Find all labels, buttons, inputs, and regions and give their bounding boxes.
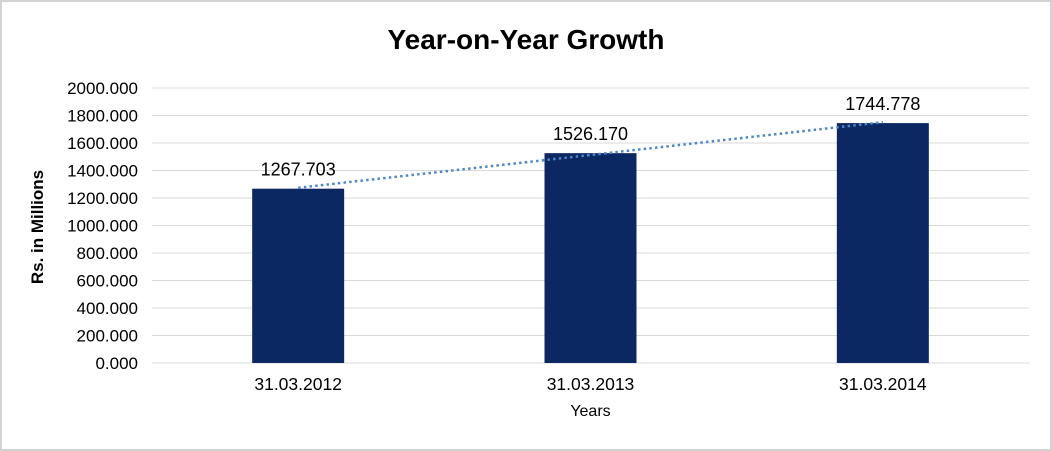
y-tick-label: 1800.000 — [67, 107, 138, 126]
x-axis-title: Years — [570, 403, 611, 420]
y-tick-label: 1000.000 — [67, 217, 138, 236]
bar-data-label: 1267.703 — [261, 160, 336, 180]
y-tick-label: 400.000 — [77, 299, 138, 318]
x-tick-label: 31.03.2012 — [254, 374, 342, 394]
bar — [836, 123, 929, 364]
y-tick-label: 1400.000 — [67, 162, 138, 181]
bar — [252, 188, 345, 363]
y-tick-label: 2000.000 — [67, 79, 138, 98]
y-tick-label: 0.000 — [95, 354, 138, 373]
x-tick-label: 31.03.2013 — [547, 374, 635, 394]
bar-data-label: 1744.778 — [845, 94, 920, 114]
y-tick-label: 1600.000 — [67, 134, 138, 153]
y-tick-label: 200.000 — [77, 327, 138, 346]
y-tick-label: 1200.000 — [67, 189, 138, 208]
trendline — [298, 120, 883, 190]
y-tick-label: 800.000 — [77, 244, 138, 263]
chart-title: Year-on-Year Growth — [387, 24, 665, 55]
bar-data-label: 1526.170 — [553, 124, 628, 144]
x-tick-label: 31.03.2014 — [839, 374, 927, 394]
y-tick-label: 600.000 — [77, 272, 138, 291]
bar — [544, 153, 637, 363]
